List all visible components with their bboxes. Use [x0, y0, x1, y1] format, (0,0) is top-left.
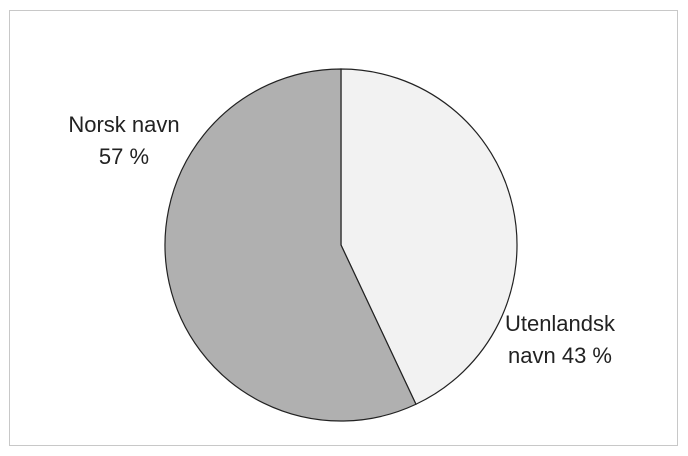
pie-slice-utenlandsk-navn [340, 68, 518, 406]
chart-frame: Utenlandsk navn 43 % Norsk navn 57 % [9, 10, 678, 446]
slice-label-line: Utenlandsk [505, 311, 616, 336]
slice-label-utenlandsk-navn: Utenlandsk navn 43 % [505, 311, 616, 368]
slice-label-line: navn 43 % [508, 343, 612, 368]
pie-slice-norsk-navn [164, 68, 417, 422]
pie-chart: Utenlandsk navn 43 % Norsk navn 57 % [68, 68, 616, 422]
slice-label-line: 57 % [99, 144, 149, 169]
slice-label-line: Norsk navn [68, 112, 179, 137]
slice-label-norsk-navn: Norsk navn 57 % [68, 112, 179, 169]
